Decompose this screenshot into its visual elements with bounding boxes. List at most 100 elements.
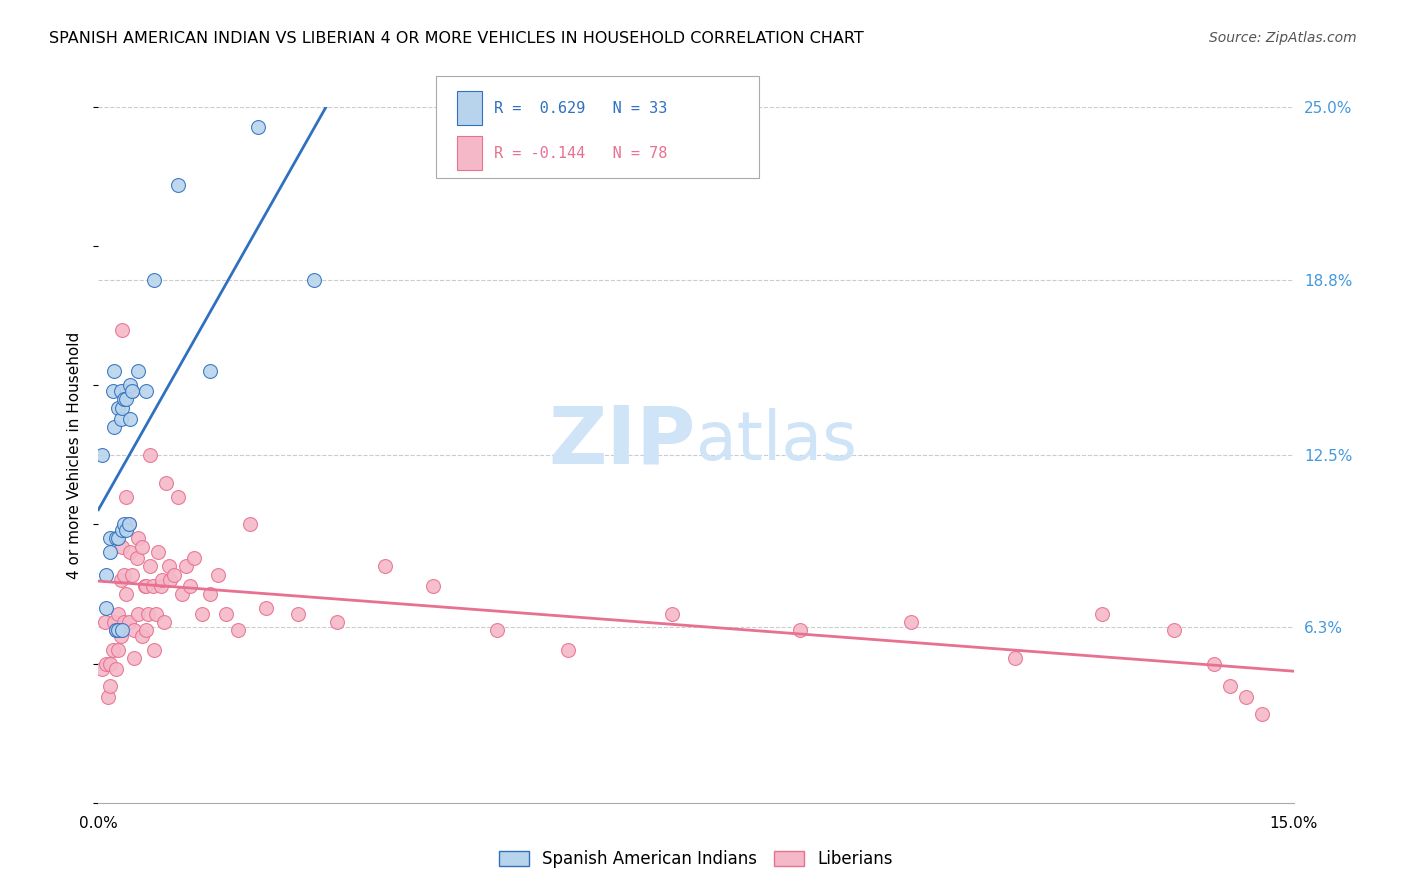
Point [159, 573, 181, 587]
Point [326, 615, 349, 629]
Point [124, 624, 146, 638]
Point [121, 384, 143, 398]
Legend: Spanish American Indians, Liberians: Spanish American Indians, Liberians [492, 843, 900, 874]
Text: ZIP: ZIP [548, 402, 696, 480]
Point [96, 567, 118, 582]
Point [100, 657, 122, 671]
Point [115, 384, 138, 398]
Point [142, 579, 165, 593]
Point [104, 624, 127, 638]
Point [100, 532, 122, 546]
Point [101, 384, 124, 398]
Point [174, 559, 197, 574]
Point [127, 607, 149, 621]
Point [91, 448, 114, 462]
Point [167, 178, 190, 192]
Point [157, 559, 180, 574]
Point [198, 364, 221, 378]
Point [127, 532, 149, 546]
Point [107, 624, 129, 638]
Point [198, 587, 221, 601]
Point [167, 490, 190, 504]
Point [148, 545, 170, 559]
Text: R = -0.144   N = 78: R = -0.144 N = 78 [494, 145, 666, 161]
Point [110, 573, 132, 587]
Point [115, 490, 138, 504]
Point [103, 364, 125, 378]
Point [121, 384, 143, 398]
Text: Source: ZipAtlas.com: Source: ZipAtlas.com [1209, 31, 1357, 45]
Point [374, 559, 396, 574]
Point [485, 624, 508, 638]
Point [135, 624, 157, 638]
Point [302, 272, 325, 286]
Point [139, 559, 162, 574]
Point [120, 545, 142, 559]
Point [155, 475, 177, 490]
Point [111, 323, 134, 337]
Point [1202, 657, 1225, 671]
Point [120, 411, 142, 425]
Point [661, 607, 683, 621]
Point [115, 523, 138, 537]
Point [179, 579, 201, 593]
Point [112, 567, 135, 582]
Point [287, 607, 309, 621]
Point [191, 607, 214, 621]
Point [103, 615, 125, 629]
Point [111, 540, 134, 554]
Point [101, 642, 124, 657]
Point [1219, 679, 1241, 693]
Point [125, 550, 148, 565]
Point [100, 679, 122, 693]
Point [111, 624, 134, 638]
Point [143, 642, 166, 657]
Point [1250, 706, 1272, 721]
Point [145, 607, 167, 621]
Point [134, 579, 156, 593]
Point [112, 615, 135, 629]
Point [111, 401, 134, 415]
Point [97, 690, 120, 704]
Point [124, 651, 146, 665]
Point [131, 629, 153, 643]
Y-axis label: 4 or more Vehicles in Household: 4 or more Vehicles in Household [67, 331, 83, 579]
Point [96, 601, 118, 615]
Point [112, 392, 135, 407]
Point [239, 517, 262, 532]
Text: atlas: atlas [696, 408, 856, 474]
Point [94, 615, 117, 629]
Point [110, 411, 132, 425]
Point [557, 642, 579, 657]
Point [100, 545, 122, 559]
Point [152, 615, 174, 629]
Point [107, 607, 129, 621]
Point [136, 607, 159, 621]
Point [96, 657, 118, 671]
Point [118, 615, 141, 629]
Point [135, 384, 157, 398]
Point [131, 540, 153, 554]
Point [246, 120, 269, 134]
Point [103, 420, 125, 434]
Point [107, 642, 129, 657]
Point [1091, 607, 1114, 621]
Point [1234, 690, 1257, 704]
Point [422, 579, 444, 593]
Point [112, 517, 135, 532]
Point [110, 384, 132, 398]
Point [1004, 651, 1026, 665]
Point [107, 401, 129, 415]
Text: SPANISH AMERICAN INDIAN VS LIBERIAN 4 OR MORE VEHICLES IN HOUSEHOLD CORRELATION : SPANISH AMERICAN INDIAN VS LIBERIAN 4 OR… [49, 31, 863, 46]
Point [215, 607, 238, 621]
Point [226, 624, 249, 638]
Point [1163, 624, 1185, 638]
Point [104, 532, 127, 546]
Point [789, 624, 811, 638]
Point [139, 448, 162, 462]
Point [135, 579, 157, 593]
Point [91, 662, 114, 676]
Point [104, 662, 127, 676]
Point [150, 573, 173, 587]
Point [254, 601, 277, 615]
